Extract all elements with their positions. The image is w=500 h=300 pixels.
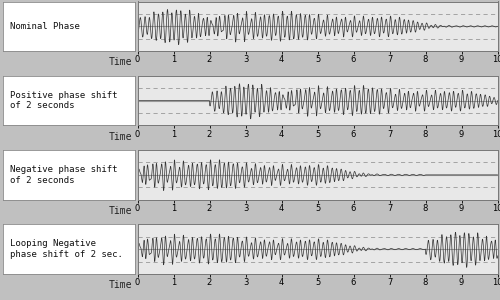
Text: Positive phase shift
of 2 seconds: Positive phase shift of 2 seconds [10,91,118,110]
Text: Time: Time [109,206,132,216]
Text: Time: Time [109,131,132,142]
Text: Looping Negative
phase shift of 2 sec.: Looping Negative phase shift of 2 sec. [10,239,124,259]
Text: Nominal Phase: Nominal Phase [10,22,80,31]
Text: Negative phase shift
of 2 seconds: Negative phase shift of 2 seconds [10,165,118,184]
Text: Time: Time [109,57,132,67]
Text: Time: Time [109,280,132,290]
